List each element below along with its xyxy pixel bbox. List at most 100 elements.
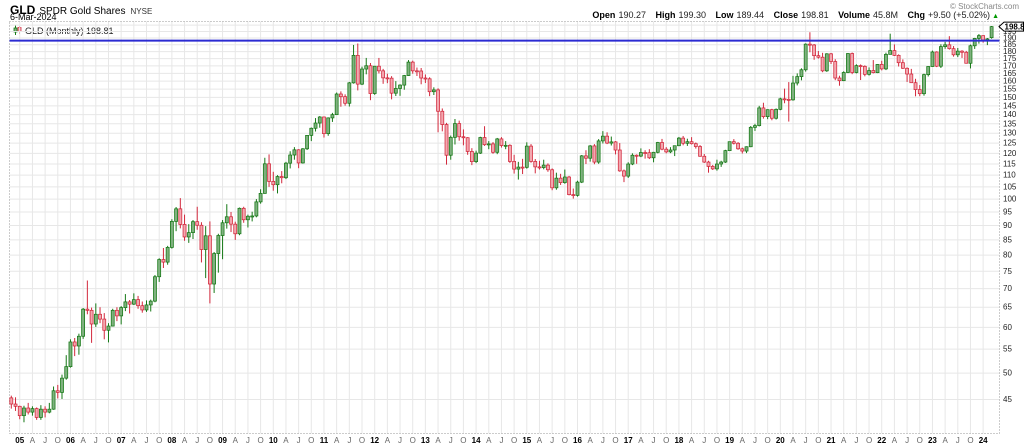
x-axis-label: A — [588, 436, 594, 445]
y-axis-label: 160 — [1003, 77, 1017, 86]
x-axis-label: J — [956, 436, 960, 445]
x-axis-label: J — [398, 436, 402, 445]
candle-body — [246, 215, 250, 221]
candle-body — [795, 76, 800, 84]
candle-body — [457, 123, 462, 138]
x-axis-label: O — [460, 436, 466, 445]
candle-body — [216, 235, 221, 254]
x-axis-label: O — [257, 436, 263, 445]
candle-body — [926, 66, 931, 76]
close-value: 198.81 — [801, 10, 829, 20]
candle-body — [186, 232, 191, 238]
candle-body — [482, 137, 487, 146]
candle-body — [867, 70, 871, 75]
candle-body — [634, 154, 639, 157]
candle-body — [503, 144, 508, 147]
candle-body — [34, 408, 39, 418]
candle-body — [161, 259, 166, 263]
candle-body — [693, 143, 698, 147]
x-axis-label: O — [765, 436, 771, 445]
candle-body — [93, 313, 98, 325]
candle-body — [753, 125, 757, 128]
candle-body — [989, 26, 994, 39]
candle-body — [398, 84, 402, 89]
high-label: High — [655, 10, 676, 20]
high-value: 199.30 — [678, 10, 707, 20]
candle-body — [343, 96, 347, 104]
candle-body — [727, 141, 732, 152]
candle-body — [774, 108, 778, 119]
candle-body — [300, 148, 305, 164]
candle-body — [275, 176, 280, 186]
y-axis-label: 55 — [1003, 345, 1012, 354]
candle-body — [499, 138, 504, 146]
low-value: 189.44 — [736, 10, 765, 20]
change-value: +9.50 (+5.02%) — [928, 10, 991, 20]
x-axis-label: 15 — [522, 436, 531, 445]
y-axis-label: 60 — [1003, 323, 1012, 332]
candle-body — [26, 407, 31, 413]
candle-body — [639, 152, 643, 157]
candle-body — [765, 109, 770, 118]
candle-body — [153, 276, 157, 302]
y-axis-label: 100 — [1003, 195, 1017, 204]
y-axis-label: 120 — [1003, 149, 1017, 158]
x-axis-label: J — [145, 436, 149, 445]
y-axis-label: 140 — [1003, 110, 1017, 119]
x-axis-label: A — [740, 436, 746, 445]
candle-body — [862, 65, 867, 75]
x-axis-label: A — [537, 436, 543, 445]
candle-body — [419, 70, 424, 79]
x-axis-label: 11 — [320, 436, 329, 445]
x-axis-label: A — [486, 436, 492, 445]
candle-body — [423, 77, 428, 80]
x-axis-label: J — [702, 436, 706, 445]
x-axis-label: O — [359, 436, 365, 445]
last-price-text: 198.81 — [1005, 23, 1024, 32]
candle-body — [220, 222, 225, 236]
x-axis-label: J — [550, 436, 554, 445]
candle-body — [51, 390, 56, 410]
candle-body — [613, 141, 618, 151]
candle-body — [757, 107, 762, 127]
candle-body — [550, 169, 555, 189]
y-axis-label: 130 — [1003, 129, 1017, 138]
candle-body — [592, 145, 597, 163]
low-label: Low — [715, 10, 734, 20]
y-axis-label: 175 — [1003, 54, 1017, 63]
candle-body — [617, 149, 622, 172]
candle-body — [579, 155, 584, 183]
candle-body — [913, 82, 918, 90]
candle-body — [655, 142, 660, 153]
x-axis-label: A — [689, 436, 695, 445]
candle-body — [195, 221, 200, 226]
candle-body — [816, 55, 821, 58]
candle-body — [165, 247, 170, 263]
candle-body — [474, 152, 478, 163]
y-axis-label: 165 — [1003, 69, 1017, 78]
candle-body — [808, 43, 812, 46]
open-label: Open — [592, 10, 616, 20]
candle-body — [689, 141, 694, 145]
candle-body — [305, 135, 309, 150]
candle-body — [981, 35, 986, 41]
candle-body — [444, 124, 449, 156]
candle-body — [491, 143, 495, 153]
candle-body — [715, 163, 719, 170]
candle-body — [284, 162, 288, 179]
candle-body — [567, 176, 571, 195]
candle-body — [778, 98, 783, 110]
y-axis-label: 190 — [1003, 33, 1017, 42]
candle-body — [296, 149, 301, 164]
candle-body — [271, 181, 276, 186]
candle-body — [250, 215, 255, 218]
candle-body — [605, 135, 609, 144]
x-axis-label: A — [334, 436, 340, 445]
candle-body — [39, 408, 43, 418]
candle-body — [786, 98, 791, 101]
candle-body — [769, 109, 774, 119]
open-value: 190.27 — [618, 10, 646, 20]
candle-body — [98, 313, 102, 320]
volume-value: 45.8M — [872, 10, 898, 20]
candle-body — [529, 145, 533, 162]
